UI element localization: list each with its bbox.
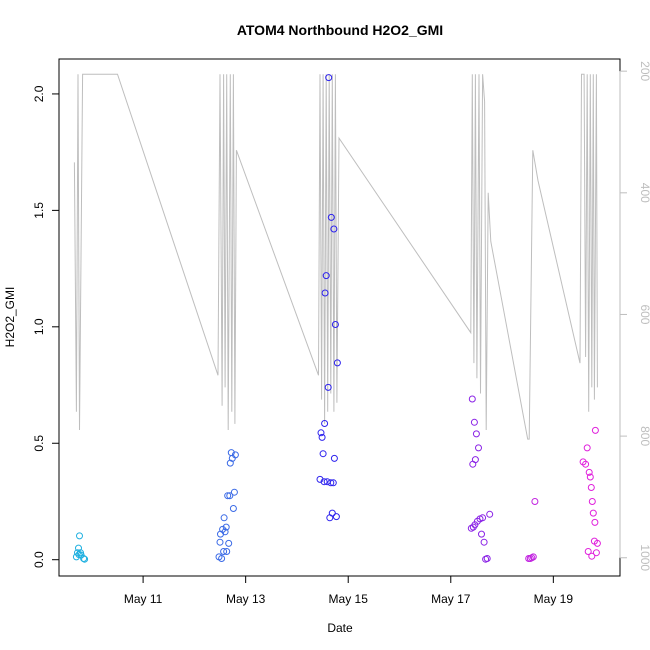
data-point bbox=[320, 478, 328, 486]
data-point bbox=[528, 554, 536, 562]
data-point bbox=[75, 544, 82, 552]
series-3 bbox=[316, 74, 341, 522]
y2-tick-label: 400 bbox=[638, 183, 650, 203]
chart-title: ATOM4 Northbound H2O2_GMI bbox=[237, 22, 443, 38]
y2-tick-label: 600 bbox=[638, 304, 650, 324]
points-layer bbox=[72, 74, 601, 563]
data-point bbox=[591, 426, 599, 434]
data-point bbox=[468, 395, 476, 403]
data-point bbox=[321, 420, 329, 427]
y-tick-label: 1.0 bbox=[32, 318, 46, 335]
data-point bbox=[478, 530, 485, 538]
data-point bbox=[325, 74, 333, 82]
data-point bbox=[229, 505, 237, 512]
data-point bbox=[531, 498, 539, 505]
data-point bbox=[327, 213, 335, 221]
y2-tick-label: 200 bbox=[638, 61, 650, 81]
data-point bbox=[221, 528, 229, 536]
x-tick-label: May 15 bbox=[329, 592, 369, 606]
series-6 bbox=[579, 426, 601, 560]
data-point bbox=[322, 272, 330, 280]
data-point bbox=[593, 539, 601, 547]
x-tick-label: May 13 bbox=[226, 592, 266, 606]
data-point bbox=[475, 444, 482, 452]
data-point bbox=[588, 498, 596, 505]
data-point bbox=[324, 383, 332, 391]
data-point bbox=[586, 473, 594, 481]
data-point bbox=[588, 552, 596, 560]
series-1 bbox=[72, 532, 89, 563]
data-point bbox=[480, 538, 488, 546]
data-point bbox=[220, 548, 228, 555]
data-point bbox=[529, 553, 537, 561]
data-point bbox=[591, 518, 599, 526]
y2-axis: 200 400 600 800 1000 bbox=[619, 61, 650, 571]
x-tick-label: May 17 bbox=[431, 592, 471, 606]
y-tick-label: 0.0 bbox=[32, 551, 46, 568]
data-point bbox=[222, 523, 230, 531]
data-point bbox=[80, 555, 88, 562]
y2-tick-label: 1000 bbox=[638, 544, 650, 571]
series-4 bbox=[467, 395, 494, 563]
data-point bbox=[329, 479, 337, 487]
y-axis: 0.0 0.5 1.0 1.5 2.0 bbox=[32, 85, 60, 568]
data-point bbox=[231, 451, 239, 459]
data-point bbox=[332, 513, 340, 521]
y2-tick-label: 800 bbox=[638, 426, 650, 446]
data-point bbox=[230, 488, 238, 496]
data-point bbox=[316, 475, 324, 483]
y-tick-label: 0.5 bbox=[32, 435, 46, 452]
data-point bbox=[223, 548, 231, 555]
data-point bbox=[318, 433, 326, 441]
data-point bbox=[319, 450, 327, 458]
data-point bbox=[74, 549, 81, 557]
data-point bbox=[486, 510, 494, 518]
data-point bbox=[583, 444, 591, 452]
x-axis-label: Date bbox=[327, 621, 353, 635]
data-point bbox=[220, 514, 228, 522]
data-point bbox=[216, 538, 224, 546]
y-tick-label: 2.0 bbox=[32, 85, 46, 102]
data-point bbox=[327, 479, 335, 487]
data-point bbox=[328, 509, 336, 517]
data-point bbox=[483, 555, 491, 562]
y-tick-label: 1.5 bbox=[32, 202, 46, 219]
data-point bbox=[582, 460, 590, 468]
x-tick-label: May 11 bbox=[124, 592, 163, 606]
data-point bbox=[587, 484, 595, 491]
data-point bbox=[470, 418, 478, 426]
series-2 bbox=[215, 449, 239, 562]
data-point bbox=[585, 468, 593, 476]
data-point bbox=[472, 430, 480, 438]
data-point bbox=[330, 225, 338, 233]
pressure-profile-layer bbox=[73, 73, 598, 440]
series-5 bbox=[525, 498, 539, 562]
data-point bbox=[330, 454, 338, 462]
y-axis-label: H2O2_GMI bbox=[3, 287, 17, 348]
x-axis: May 11 May 13 May 15 May 17 May 19 bbox=[124, 575, 574, 606]
data-point bbox=[584, 548, 592, 555]
data-point bbox=[331, 321, 339, 328]
data-point bbox=[225, 539, 233, 547]
data-point bbox=[76, 532, 83, 540]
data-point bbox=[479, 514, 487, 522]
data-point bbox=[592, 549, 600, 557]
data-point bbox=[471, 456, 479, 464]
data-point bbox=[589, 509, 597, 517]
data-point bbox=[333, 359, 341, 367]
data-point bbox=[81, 555, 89, 563]
data-point bbox=[321, 289, 329, 297]
x-tick-label: May 19 bbox=[534, 592, 574, 606]
data-point bbox=[224, 492, 232, 500]
pressure-line bbox=[73, 73, 598, 440]
data-point bbox=[226, 459, 234, 467]
data-point bbox=[218, 555, 226, 562]
data-point bbox=[226, 492, 234, 500]
data-point bbox=[317, 429, 325, 437]
